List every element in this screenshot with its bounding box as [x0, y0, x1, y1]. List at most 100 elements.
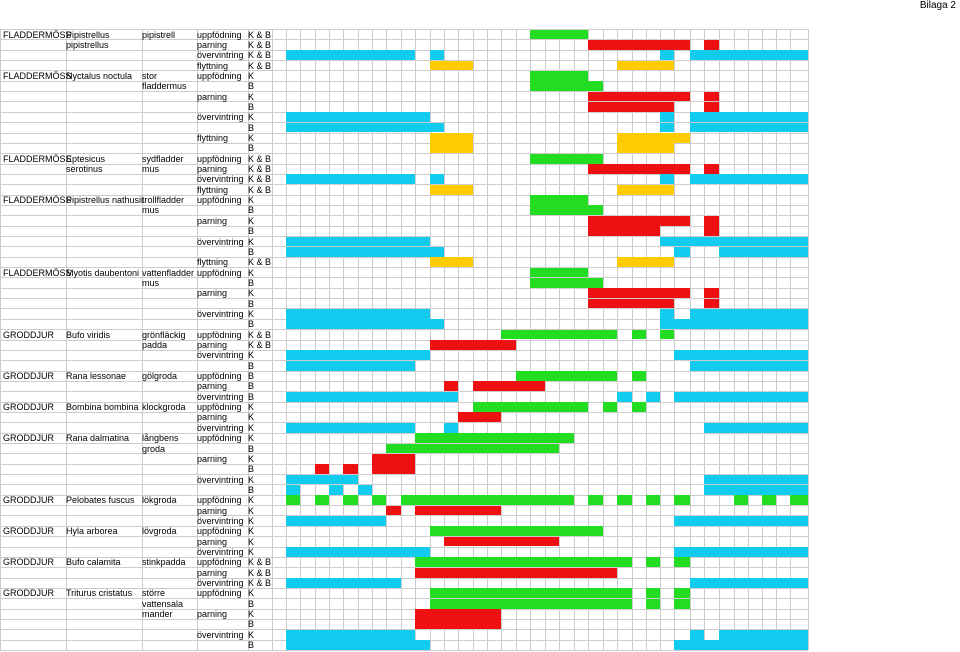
activity-label: övervintring: [197, 308, 244, 319]
activity-label: parning: [197, 453, 228, 464]
row-gridline: [0, 39, 808, 41]
flyttning-bar: [617, 133, 690, 143]
column-gridline: [458, 29, 459, 650]
area-code: B: [248, 391, 255, 402]
latin-name: Pelobates fuscus: [66, 495, 135, 506]
area-code: K: [248, 70, 255, 81]
area-code: K & B: [248, 329, 272, 340]
uppfodning-bar: [646, 557, 660, 568]
uppfodning-bar: [632, 402, 646, 412]
row-gridline: [0, 298, 808, 300]
overvintring-bar: [674, 350, 808, 361]
overvintring-bar: [358, 484, 372, 495]
swedish-name: stinkpadda: [142, 557, 186, 568]
column-gridline: [790, 29, 791, 650]
row-gridline: [0, 587, 808, 589]
flyttning-bar: [430, 143, 473, 154]
row-gridline: [0, 277, 808, 279]
parning-bar: [415, 505, 501, 516]
area-code: K: [248, 433, 255, 444]
overvintring-bar: [286, 547, 430, 557]
flyttning-bar: [430, 133, 473, 143]
uppfodning-bar: [286, 495, 300, 506]
uppfodning-bar: [430, 598, 632, 609]
row-gridline: [0, 204, 808, 206]
uppfodning-bar: [632, 371, 646, 381]
overvintring-bar: [286, 515, 386, 526]
row-gridline: [0, 225, 808, 227]
parning-bar: [704, 164, 719, 174]
parning-bar: [704, 215, 719, 226]
overvintring-bar: [617, 391, 632, 402]
column-gridline: [444, 29, 445, 650]
overvintring-bar: [704, 474, 808, 485]
area-code: B: [248, 277, 255, 288]
area-code: K: [248, 495, 255, 506]
group-label: GRODDJUR: [3, 329, 54, 340]
area-code: K: [248, 402, 255, 413]
uppfodning-bar: [646, 495, 660, 506]
row-gridline: [0, 91, 808, 93]
activity-label: övervintring: [197, 174, 244, 185]
column-gridline: [748, 29, 749, 650]
parning-bar: [343, 464, 358, 475]
swedish-name: större: [142, 588, 166, 599]
activity-label: parning: [197, 288, 228, 299]
flyttning-bar: [617, 257, 674, 268]
parning-bar: [444, 536, 559, 547]
area-code: K & B: [248, 184, 272, 195]
column-gridline: [300, 29, 301, 650]
overvintring-bar: [286, 484, 300, 495]
parning-bar: [372, 464, 415, 475]
parning-bar: [415, 609, 501, 619]
area-code: B: [248, 484, 255, 495]
area-code: B: [248, 205, 255, 216]
group-label: GRODDJUR: [3, 557, 54, 568]
overvintring-bar: [286, 112, 430, 123]
swedish-name: stor: [142, 70, 158, 81]
area-code: K: [248, 267, 255, 278]
activity-label: parning: [197, 412, 228, 423]
area-code: B: [248, 81, 255, 92]
column-gridline: [501, 29, 502, 650]
latin-name: Hyla arborea: [66, 526, 118, 537]
swedish-name: lökgroda: [142, 495, 177, 506]
parning-bar: [458, 412, 501, 423]
uppfodning-bar: [386, 443, 559, 454]
area-code: B: [248, 619, 255, 630]
overvintring-bar: [286, 629, 415, 640]
activity-label: flyttning: [197, 133, 229, 143]
group-label: GRODDJUR: [3, 371, 54, 382]
uppfodning-bar: [430, 526, 603, 537]
row-gridline: [0, 153, 808, 155]
column-gridline: [272, 29, 273, 650]
column-gridline: [343, 29, 344, 650]
group-label: GRODDJUR: [3, 495, 54, 506]
area-code: B: [248, 371, 255, 382]
column-gridline: [719, 29, 720, 650]
overvintring-bar: [674, 640, 808, 650]
overvintring-bar: [690, 174, 808, 185]
row-gridline: [0, 577, 808, 579]
uppfodning-bar: [790, 495, 808, 506]
flyttning-bar: [617, 143, 674, 154]
swedish-name: grönfläckig: [142, 329, 186, 340]
swedish-name: pipistrell: [142, 29, 176, 40]
parning-bar: [430, 340, 516, 350]
parning-bar: [704, 298, 719, 309]
uppfodning-bar: [762, 495, 776, 506]
uppfodning-bar: [674, 495, 690, 506]
row-gridline: [0, 536, 808, 538]
area-code: K: [248, 422, 255, 433]
row-gridline: [0, 567, 808, 569]
latin-name: pipistrellus: [66, 39, 109, 50]
row-gridline: [0, 267, 808, 269]
area-code: K: [248, 412, 255, 423]
area-code: B: [248, 143, 255, 154]
uppfodning-bar: [430, 588, 632, 599]
parning-bar: [315, 464, 329, 475]
activity-label: uppfödning: [197, 267, 242, 278]
overvintring-bar: [719, 246, 808, 257]
area-code: K & B: [248, 164, 272, 175]
area-code: K: [248, 474, 255, 485]
